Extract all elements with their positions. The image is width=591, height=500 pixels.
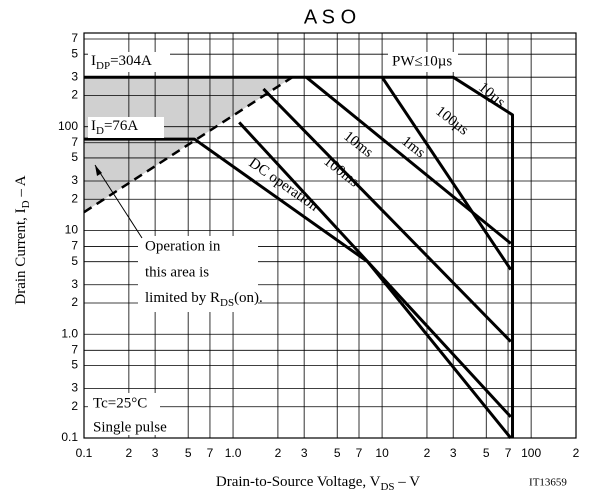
idp-label: IDP=304A (91, 53, 152, 71)
pulse-note: Single pulse (93, 419, 167, 435)
x-tick-label: 5 (334, 446, 341, 460)
y-axis-label: Drain Current, ID – A (13, 175, 31, 304)
series-label: 100µs (432, 103, 471, 138)
x-tick-label: 7 (356, 446, 363, 460)
series-line (305, 76, 512, 245)
y-tick-label: 3 (71, 173, 78, 187)
x-tick-label: 2 (573, 446, 580, 460)
y-tick-label: 3 (71, 381, 78, 395)
x-tick-label: 7 (207, 446, 214, 460)
x-tick-label: 1.0 (225, 446, 242, 460)
y-tick-label: 3 (71, 69, 78, 83)
area-note: this area is (145, 264, 209, 280)
area-note: Operation in (145, 238, 221, 254)
y-tick-label: 5 (71, 46, 78, 60)
series-label: 10ms (340, 128, 376, 161)
y-tick-label: 5 (71, 150, 78, 164)
x-tick-label: 2 (126, 446, 133, 460)
y-tick-label: 2 (71, 295, 78, 309)
x-tick-label: 3 (152, 446, 159, 460)
arrow (94, 164, 143, 239)
y-tick-label: 100 (58, 119, 78, 133)
x-tick-label: 3 (301, 446, 308, 460)
y-tick-label: 7 (71, 31, 78, 45)
plot-frame (83, 32, 577, 439)
y-tick-label: 2 (71, 191, 78, 205)
y-tick-label: 5 (71, 254, 78, 268)
y-tick-label: 1.0 (61, 326, 78, 340)
x-tick-label: 100 (521, 446, 541, 460)
series-line (84, 75, 515, 438)
x-tick-label: 7 (505, 446, 512, 460)
label-bg (388, 52, 458, 72)
label-bg (88, 393, 160, 435)
arrow-head (95, 165, 102, 176)
y-tick-label: 2 (71, 399, 78, 413)
x-tick-label: 10 (375, 446, 389, 460)
x-tick-label: 2 (424, 446, 431, 460)
tc-note: Tc=25°C (93, 395, 147, 411)
y-tick-label: 10 (65, 223, 79, 237)
y-tick-label: 2 (71, 88, 78, 102)
series-line (262, 87, 512, 343)
label-bg (88, 52, 170, 72)
series-line (84, 137, 512, 439)
label-bg (88, 117, 164, 138)
limit-line (83, 76, 294, 214)
y-tick-label: 3 (71, 277, 78, 291)
pw-label: PW≤10µs (392, 53, 452, 69)
figure-code: IT13659 (529, 477, 567, 489)
series-label: 10µs (475, 79, 508, 110)
x-tick-label: 3 (450, 446, 457, 460)
series-line (380, 76, 513, 271)
y-tick-label: 7 (71, 135, 78, 149)
y-tick-label: 7 (71, 342, 78, 356)
chart-title: A S O (304, 6, 356, 28)
x-tick-label: 5 (185, 446, 192, 460)
x-tick-label: 2 (275, 446, 282, 460)
y-tick-label: 5 (71, 358, 78, 372)
series-label: 100ms (320, 153, 362, 190)
x-tick-label: 0.1 (76, 446, 93, 460)
y-tick-label: 0.1 (61, 430, 78, 444)
marks (83, 75, 515, 439)
x-axis-label: Drain-to-Source Voltage, VDS – V (216, 474, 420, 492)
id-label: ID=76A (91, 118, 138, 136)
area-note: limited by RDS(on). (145, 290, 263, 308)
label-bg (138, 236, 258, 312)
x-tick-label: 5 (483, 446, 490, 460)
y-tick-label: 7 (71, 239, 78, 253)
